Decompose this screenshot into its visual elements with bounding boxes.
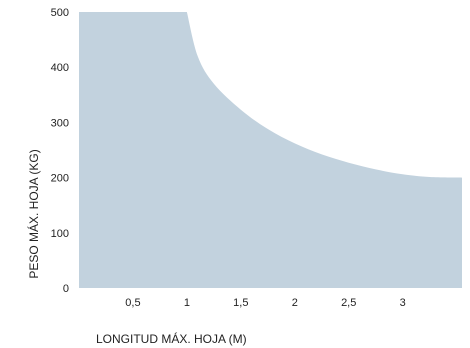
x-tick-label: 3 [400, 297, 406, 309]
x-tick-label: 2,5 [341, 297, 356, 309]
y-tick-label: 400 [51, 62, 69, 74]
y-tick-label: 200 [51, 173, 69, 185]
x-tick-label: 2 [292, 297, 298, 309]
y-tick-label: 500 [51, 7, 69, 19]
x-tick-label: 1 [184, 297, 190, 309]
y-axis-title: PESO MÁX. HOJA (KG) [26, 149, 41, 278]
y-tick-label: 300 [51, 117, 69, 129]
y-tick-label: 0 [63, 283, 69, 295]
x-axis-ticks: 0,5 1 1,5 2 2,5 3 [125, 297, 405, 309]
y-axis-ticks: 0 100 200 300 400 500 [51, 7, 69, 295]
x-tick-label: 1,5 [233, 297, 248, 309]
y-tick-label: 100 [51, 228, 69, 240]
x-axis-title: LONGITUD MÁX. HOJA (M) [96, 331, 247, 346]
capacity-area [79, 12, 462, 288]
x-tick-label: 0,5 [125, 297, 140, 309]
